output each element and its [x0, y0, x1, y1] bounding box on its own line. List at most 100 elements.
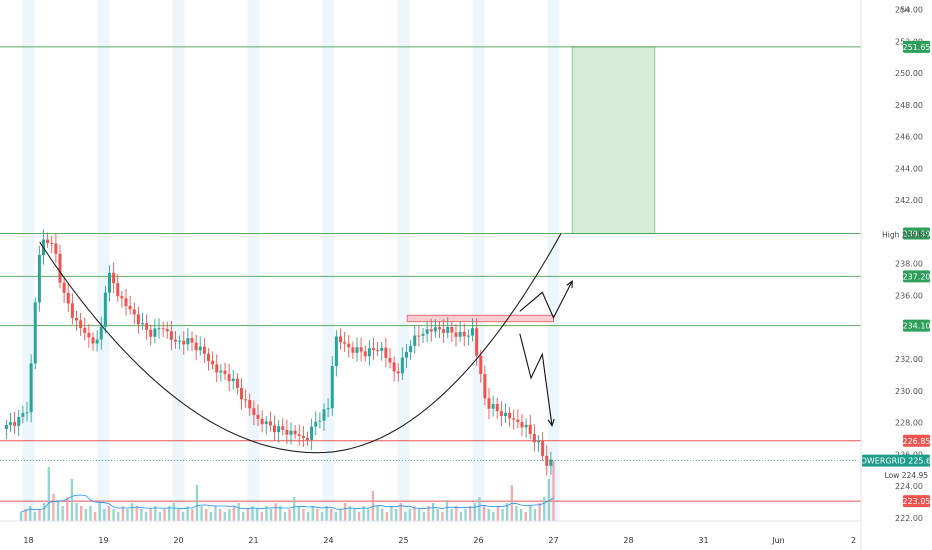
volume-bar: [357, 512, 361, 521]
volume-bar: [524, 512, 527, 521]
candle-body: [165, 329, 169, 332]
candle-body: [512, 418, 516, 420]
candle-body: [549, 459, 553, 466]
candle-body: [256, 414, 260, 419]
candle-body: [157, 328, 161, 330]
candle-body: [537, 440, 540, 443]
candle-body: [446, 327, 450, 333]
candle-body: [413, 335, 417, 346]
candle-body: [458, 331, 462, 337]
volume-bar: [399, 503, 402, 521]
candle-body: [70, 303, 74, 318]
candle-body: [339, 336, 342, 343]
candle-body: [132, 309, 136, 315]
candle-body: [235, 378, 239, 388]
candle-body: [25, 412, 29, 414]
candle-body: [215, 364, 219, 373]
volume-bar: [47, 467, 50, 521]
candle-body: [29, 363, 33, 413]
candle-body: [483, 373, 487, 399]
candle-body: [207, 353, 210, 361]
volume-bar: [450, 509, 453, 521]
candle-body: [454, 332, 458, 337]
volume-bar: [376, 506, 379, 521]
volume-bar: [455, 506, 458, 521]
volume-bar: [66, 497, 69, 521]
candle-body: [425, 329, 429, 334]
volume-bar: [163, 509, 166, 521]
volume-bar: [274, 503, 277, 521]
current-price-badge: [862, 454, 930, 467]
volume-bar: [158, 512, 162, 521]
volume-bar: [413, 506, 416, 521]
level-badge: [903, 319, 930, 332]
candle-body: [417, 335, 421, 337]
session-band: [247, 0, 260, 521]
candle-body: [145, 323, 149, 330]
candle-body: [314, 421, 318, 427]
volume-bar: [265, 506, 268, 521]
session-band: [322, 0, 335, 521]
volume-bar: [269, 509, 273, 521]
volume-bar: [505, 503, 509, 521]
volume-bar: [283, 512, 287, 521]
candle-body: [281, 426, 285, 430]
x-tick-label: 18: [23, 536, 33, 545]
time-axis[interactable]: 18 19 20 21 24 25 26 27 28 31 Jun 2: [23, 536, 856, 545]
volume-bar: [242, 512, 245, 521]
high-marker-label: High 239.85: [882, 230, 928, 239]
volume-bar: [339, 509, 342, 521]
volume-bar: [126, 509, 129, 521]
candle-body: [108, 272, 111, 293]
volume-bar: [144, 512, 148, 521]
x-tick-label: 26: [473, 536, 483, 545]
volume-bar: [519, 509, 523, 521]
volume-bar: [255, 509, 259, 521]
volume-bar: [441, 512, 444, 521]
volume-bar: [543, 497, 546, 521]
volume-bar: [84, 509, 88, 521]
level-badge-label: 226.85: [903, 437, 931, 446]
level-badge-label: 237.20: [903, 272, 931, 281]
volume-bar: [343, 503, 347, 521]
volume-bar: [24, 509, 27, 521]
candle-body: [528, 424, 532, 434]
volume-bar: [473, 503, 476, 521]
candle-body: [223, 370, 227, 375]
volume-bar: [529, 506, 532, 521]
volume-bars: [19, 461, 555, 521]
volume-bar: [70, 479, 74, 521]
candle-body: [231, 378, 235, 382]
y-tick-label: 224.00: [895, 482, 923, 491]
volume-bar: [107, 506, 111, 521]
y-tick-label: 236.00: [895, 291, 923, 300]
volume-bar: [459, 512, 463, 521]
volume-bar: [468, 506, 472, 521]
candle-body: [359, 347, 363, 352]
candle-body: [190, 338, 194, 343]
candle-body: [429, 329, 433, 332]
x-tick-label: 2: [851, 536, 856, 545]
x-tick-label: 31: [698, 536, 708, 545]
volume-bar: [353, 509, 356, 521]
x-tick-label: 19: [98, 536, 108, 545]
candle-body: [405, 352, 408, 358]
y-tick-label: 238.00: [895, 260, 923, 269]
candle-body: [466, 335, 470, 337]
candle-body: [240, 387, 243, 400]
candle-body: [495, 403, 499, 412]
volume-bar: [306, 512, 310, 521]
candle-body: [174, 339, 177, 342]
level-badge: [903, 434, 930, 447]
volume-bar: [320, 512, 324, 521]
cup-curve: [39, 233, 562, 454]
session-bands: [22, 0, 560, 521]
candle-body: [508, 412, 512, 419]
candle-body: [487, 398, 491, 409]
volume-bar: [394, 509, 398, 521]
candle-body: [116, 283, 120, 297]
candle-body: [384, 347, 388, 358]
volume-ma-line: [20, 494, 554, 513]
volume-bar: [246, 509, 250, 521]
